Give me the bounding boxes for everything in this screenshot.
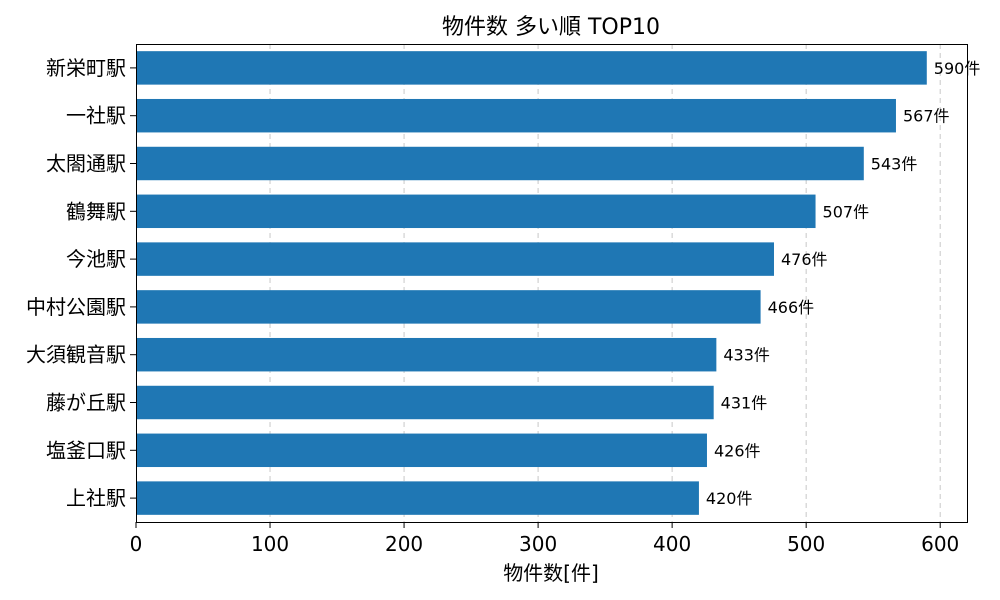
data-label: 476件: [781, 250, 828, 269]
category-label: 太閤通駅: [46, 152, 126, 176]
bar: [136, 290, 761, 324]
bars: [136, 51, 927, 515]
category-label: 中村公園駅: [26, 295, 126, 319]
data-label: 507件: [823, 202, 870, 221]
bar: [136, 98, 896, 133]
bar: [136, 337, 717, 372]
plot-frame: [136, 44, 968, 523]
data-label: 590件: [934, 59, 981, 78]
category-label: 上社駅: [66, 486, 126, 510]
data-labels: 590件 567件 543件 507件 476件 466件 433件 431件 426件 420件: [706, 59, 980, 508]
category-label: 藤が丘駅: [46, 391, 126, 415]
data-label: 567件: [903, 107, 950, 126]
bar: [136, 481, 699, 515]
chart-title: 物件数 多い順 TOP10: [442, 15, 660, 40]
data-label: 466件: [768, 298, 815, 317]
data-label: 431件: [721, 394, 768, 413]
bar: [136, 51, 927, 85]
data-label: 426件: [714, 441, 761, 460]
x-tick-label: 400: [653, 532, 691, 556]
bar: [136, 433, 707, 468]
bar: [136, 194, 816, 229]
category-label: 新栄町駅: [46, 56, 126, 80]
x-tick-label: 600: [921, 532, 959, 556]
bar: [136, 146, 864, 181]
x-tick-label: 200: [385, 532, 423, 556]
x-tick-label: 100: [251, 532, 289, 556]
data-label: 543件: [871, 155, 918, 174]
category-label: 大須観音駅: [26, 343, 126, 367]
category-label: 鶴舞駅: [66, 199, 126, 223]
x-axis-ticks: 0 100 200 300 400 500 600: [130, 522, 959, 556]
data-label: 433件: [723, 346, 770, 365]
x-axis-label: 物件数[件]: [503, 561, 599, 585]
category-label: 今池駅: [66, 247, 126, 271]
category-label: 一社駅: [66, 104, 126, 128]
x-tick-label: 0: [130, 532, 143, 556]
data-label: 420件: [706, 489, 753, 508]
bar: [136, 242, 774, 276]
x-tick-label: 500: [787, 532, 825, 556]
x-tick-label: 300: [519, 532, 557, 556]
bar: [136, 385, 714, 420]
category-label: 塩釜口駅: [46, 438, 126, 462]
